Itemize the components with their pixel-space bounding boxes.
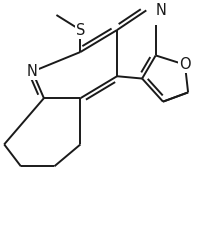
Text: N: N — [155, 3, 166, 18]
Text: N: N — [27, 64, 38, 79]
Text: O: O — [179, 57, 191, 72]
Text: S: S — [76, 23, 85, 37]
